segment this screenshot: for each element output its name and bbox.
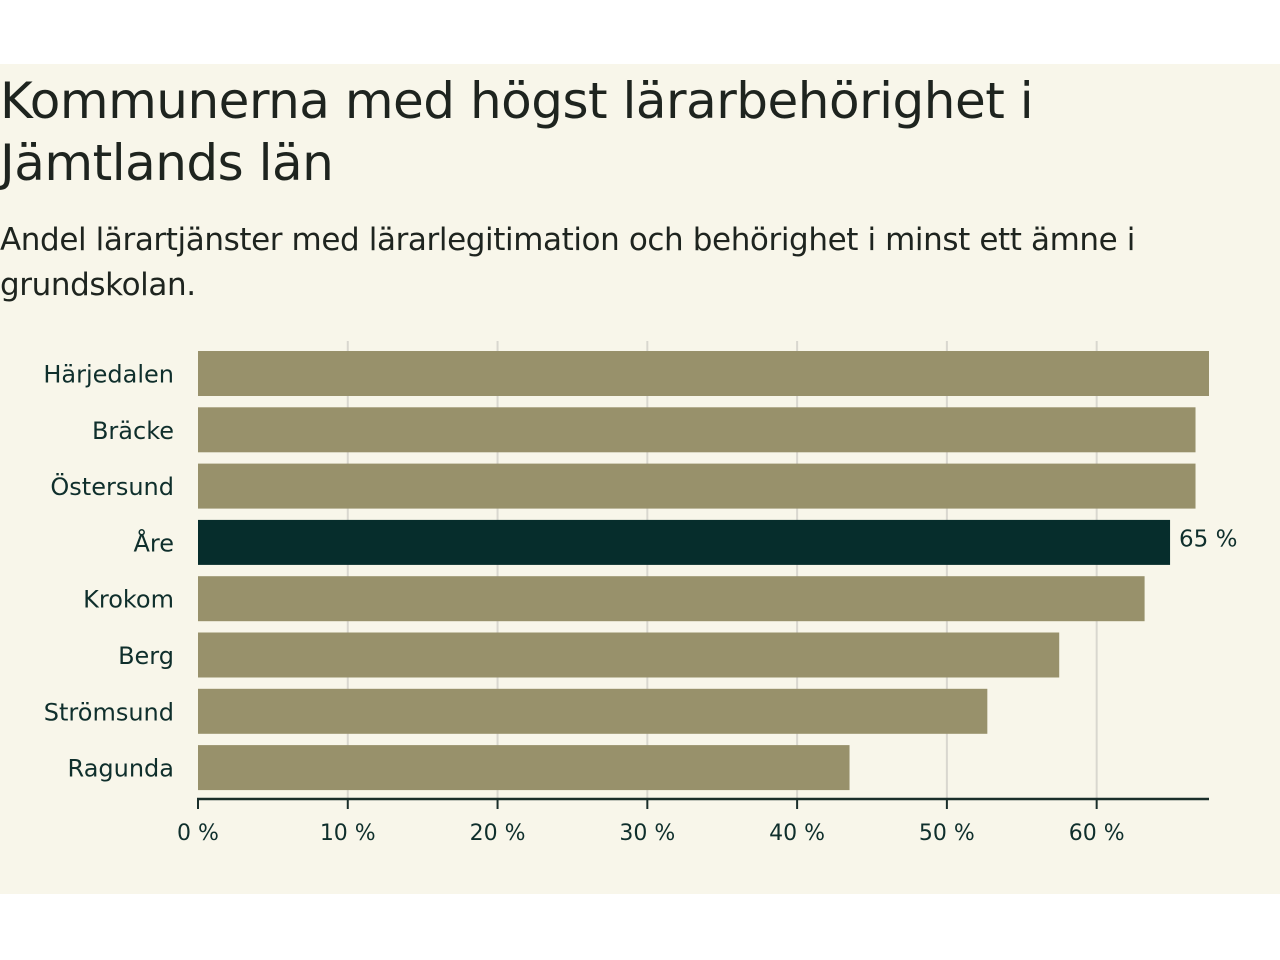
x-tick-label: 40 % [769, 821, 825, 846]
x-tick-label: 20 % [470, 821, 526, 846]
bar [198, 407, 1196, 453]
x-tick-label: 30 % [619, 821, 675, 846]
category-label: Ragunda [68, 755, 174, 783]
bar [198, 351, 1209, 396]
chart-card: Kommunerna med högst lärarbehörighet i J… [0, 64, 1280, 894]
x-tick-label: 0 % [177, 821, 219, 846]
category-label: Strömsund [44, 698, 174, 726]
bar-chart: Härjedalen Bräcke Östersund Åre 65 % Krokom Be… [43, 341, 1237, 846]
data-label: 65 % [1179, 526, 1237, 552]
category-label: Åre [133, 528, 174, 557]
x-tick-label: 50 % [919, 821, 975, 846]
category-labels: Härjedalen Bräcke Östersund Åre 65 % Krokom Be… [43, 361, 1237, 783]
x-tick-label: 60 % [1069, 821, 1125, 846]
bar [198, 463, 1196, 509]
chart-title: Kommunerna med högst lärarbehörighet i J… [0, 72, 1034, 192]
category-label: Krokom [83, 586, 174, 614]
bar [198, 745, 850, 791]
chart-subtitle: Andel lärartjänster med lärarlegitimatio… [0, 222, 1135, 303]
bar [198, 632, 1060, 678]
bar [198, 519, 1171, 565]
bar [198, 688, 988, 734]
category-label: Östersund [50, 472, 174, 501]
bar [198, 576, 1145, 622]
x-tick-label: 10 % [320, 821, 376, 846]
bars [198, 351, 1209, 791]
category-label: Bräcke [92, 417, 174, 445]
category-label: Härjedalen [43, 361, 174, 389]
category-label: Berg [118, 642, 174, 670]
x-axis: 0 % 10 % 20 % 30 % 40 % 50 % 60 % [177, 797, 1209, 846]
